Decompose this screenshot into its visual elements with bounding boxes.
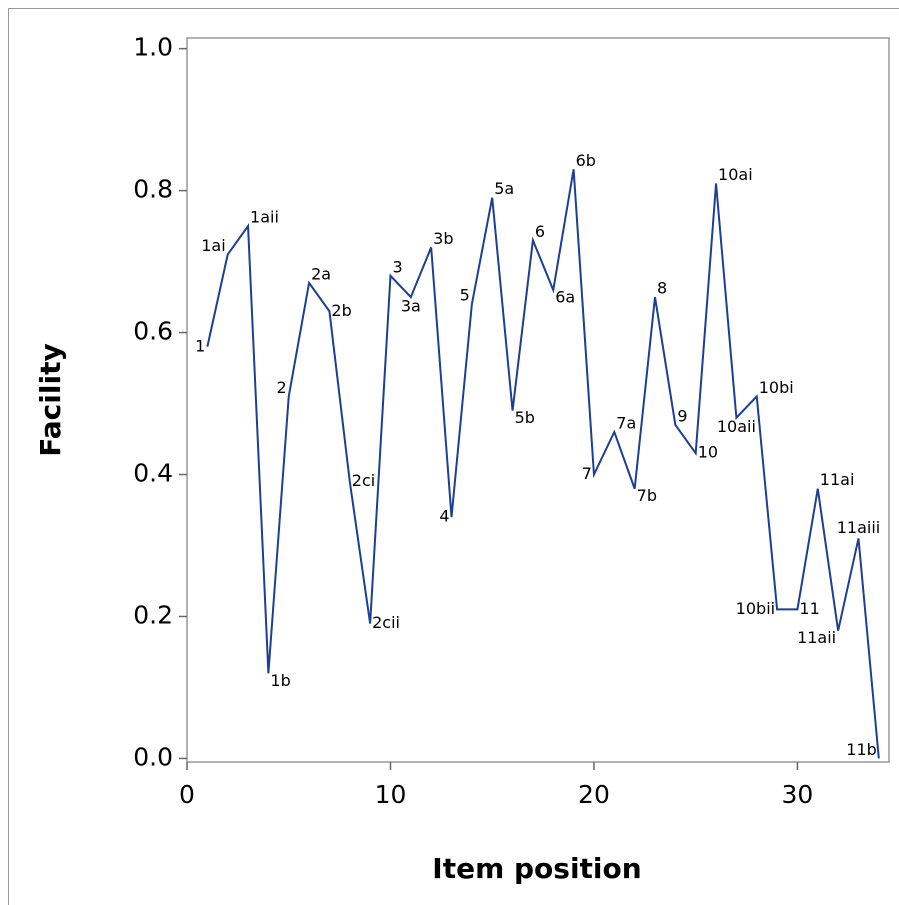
point-label: 10aii — [717, 417, 756, 436]
point-label: 5 — [460, 286, 470, 305]
y-axis-title: Facility — [34, 343, 67, 456]
point-label: 9 — [677, 406, 687, 425]
x-axis-title: Item position — [432, 852, 641, 885]
x-tick-label: 20 — [578, 780, 610, 809]
point-label: 7 — [582, 464, 592, 483]
point-label: 6a — [555, 287, 575, 306]
x-tick-label: 10 — [375, 780, 407, 809]
point-label: 2cii — [372, 613, 400, 632]
outer-border — [8, 8, 899, 905]
point-label: 10bii — [736, 599, 775, 618]
point-label: 6b — [576, 151, 596, 170]
point-label: 1 — [195, 336, 205, 355]
plot-frame — [186, 37, 890, 763]
point-label: 2ci — [352, 471, 375, 490]
point-label: 4 — [439, 507, 449, 526]
point-label: 3 — [392, 257, 402, 276]
point-label: 11b — [846, 740, 877, 759]
x-tick-label: 0 — [179, 780, 195, 809]
point-label: 6 — [535, 222, 545, 241]
y-tick-label: 0.0 — [133, 742, 173, 771]
point-label: 7a — [616, 413, 636, 432]
point-label: 1aii — [250, 208, 279, 227]
y-tick-label: 1.0 — [133, 33, 173, 62]
point-label: 2 — [277, 378, 287, 397]
point-label: 2b — [331, 301, 351, 320]
x-tick-label: 30 — [782, 780, 814, 809]
y-tick-label: 0.2 — [133, 600, 173, 629]
point-label: 7b — [637, 486, 657, 505]
point-label: 11ai — [820, 470, 855, 489]
point-label: 5b — [515, 408, 535, 427]
point-label: 11aii — [797, 628, 836, 647]
point-label: 10 — [698, 443, 718, 462]
point-label: 1b — [270, 671, 290, 690]
y-tick-label: 0.8 — [133, 175, 173, 204]
point-label: 5a — [494, 179, 514, 198]
point-label: 1ai — [201, 236, 225, 255]
point-label: 10bi — [759, 378, 794, 397]
y-tick-label: 0.6 — [133, 317, 173, 346]
y-tick-label: 0.4 — [133, 459, 173, 488]
point-label: 2a — [311, 264, 331, 283]
point-label: 11 — [799, 599, 819, 618]
point-label: 8 — [657, 279, 667, 298]
point-label: 10ai — [718, 165, 753, 184]
point-label: 3a — [401, 297, 421, 316]
point-label: 3b — [433, 229, 453, 248]
point-label: 11aiii — [837, 518, 881, 537]
series-line — [206, 169, 880, 759]
